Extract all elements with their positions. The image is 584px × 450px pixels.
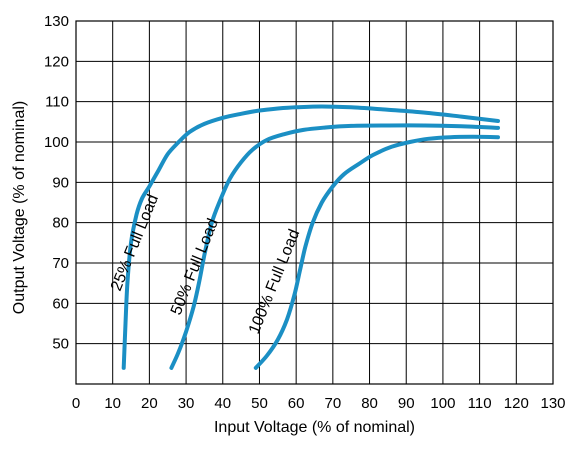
x-axis-title: Input Voltage (% of nominal) bbox=[214, 419, 415, 436]
curve-label-1: 25% Full Load bbox=[108, 192, 162, 293]
x-tick-label: 130 bbox=[540, 395, 565, 412]
x-tick-label: 80 bbox=[361, 395, 378, 412]
x-tick-label: 90 bbox=[398, 395, 415, 412]
y-tick-label: 110 bbox=[45, 94, 69, 111]
x-tick-label: 50 bbox=[251, 395, 268, 412]
series-lines bbox=[121, 104, 500, 370]
y-tick-labels: 50 60 70 80 90 100 110 120 130 bbox=[44, 13, 69, 353]
y-axis-title: Output Voltage (% of nominal) bbox=[11, 101, 28, 314]
y-tick-label: 100 bbox=[44, 134, 69, 151]
y-tick-label: 80 bbox=[52, 215, 69, 232]
x-tick-label: 0 bbox=[72, 395, 80, 412]
x-tick-label: 20 bbox=[141, 395, 158, 412]
x-tick-label: 60 bbox=[288, 395, 305, 412]
x-tick-label: 40 bbox=[214, 395, 231, 412]
x-tick-label: 110 bbox=[468, 395, 492, 412]
x-tick-label: 10 bbox=[104, 395, 121, 412]
grid bbox=[76, 21, 553, 384]
y-tick-label: 130 bbox=[44, 13, 69, 30]
x-tick-label: 100 bbox=[430, 395, 455, 412]
y-tick-label: 70 bbox=[52, 255, 69, 272]
series-line-1 bbox=[121, 104, 500, 370]
y-tick-label: 90 bbox=[52, 174, 69, 191]
x-tick-labels: 0 10 20 30 40 50 60 70 80 90 100 110 120 130 bbox=[72, 395, 566, 412]
curve-label-3: 100% Full Load bbox=[246, 227, 303, 336]
x-tick-label: 30 bbox=[178, 395, 195, 412]
y-tick-label: 60 bbox=[52, 295, 69, 312]
x-tick-label: 120 bbox=[504, 395, 529, 412]
series-line-3 bbox=[253, 134, 500, 370]
series-line-2 bbox=[169, 123, 500, 370]
curve-labels: 25% Full Load 50% Full Load 100% Full Load bbox=[108, 192, 303, 336]
y-tick-label: 50 bbox=[52, 336, 69, 353]
x-tick-label: 70 bbox=[325, 395, 342, 412]
plot-area-frame bbox=[75, 20, 554, 385]
y-tick-label: 120 bbox=[44, 53, 69, 70]
